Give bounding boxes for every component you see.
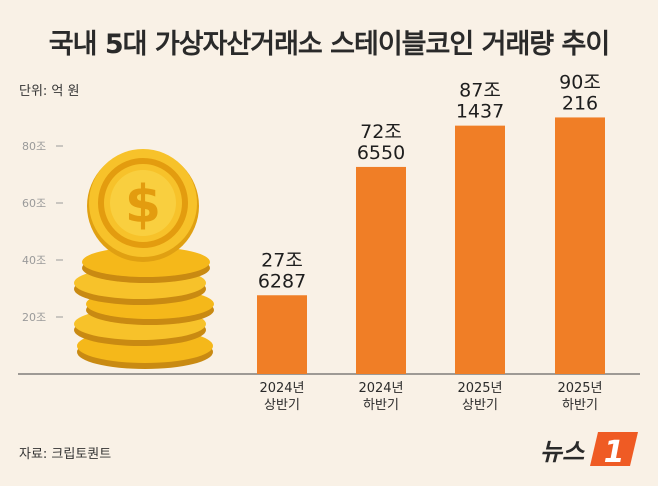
- x-tick-label: 하반기: [363, 398, 399, 413]
- bar: [257, 295, 307, 374]
- x-tick-label: 상반기: [264, 398, 300, 413]
- coin-stack-icon: $: [74, 149, 214, 369]
- bar: [555, 117, 605, 374]
- logo-text: 뉴스: [540, 438, 585, 466]
- y-tick-label: 20조: [22, 311, 46, 324]
- x-tick-label: 2025년: [457, 381, 502, 396]
- data-label: 87조: [459, 80, 501, 102]
- data-label: 27조: [261, 249, 303, 271]
- data-label: 6287: [258, 270, 306, 292]
- unit-label: 단위: 억 원: [19, 84, 80, 99]
- bar: [455, 125, 505, 374]
- news1-logo: 뉴스 1: [540, 432, 638, 470]
- data-label: 1437: [456, 101, 504, 123]
- y-tick-label: 40조: [22, 254, 46, 267]
- bar: [356, 166, 406, 374]
- y-tick-label: 60조: [22, 197, 46, 210]
- chart-title: 국내 5대 가상자산거래소 스테이블코인 거래량 추이: [48, 29, 610, 60]
- data-label: 216: [562, 92, 598, 114]
- x-tick-label: 2025년: [557, 381, 602, 396]
- source-label: 자료: 크립토퀀트: [19, 447, 112, 462]
- svg-text:$: $: [125, 175, 161, 235]
- x-tick-label: 상반기: [462, 398, 498, 413]
- x-tick-label: 하반기: [562, 398, 598, 413]
- x-tick-label: 2024년: [358, 381, 403, 396]
- data-label: 90조: [559, 71, 601, 93]
- x-tick-label: 2024년: [259, 381, 304, 396]
- logo-badge: [590, 432, 638, 466]
- logo-number: 1: [604, 435, 625, 470]
- data-label: 72조: [360, 121, 402, 143]
- y-tick-label: 80조: [22, 140, 46, 153]
- data-label: 6550: [357, 142, 405, 164]
